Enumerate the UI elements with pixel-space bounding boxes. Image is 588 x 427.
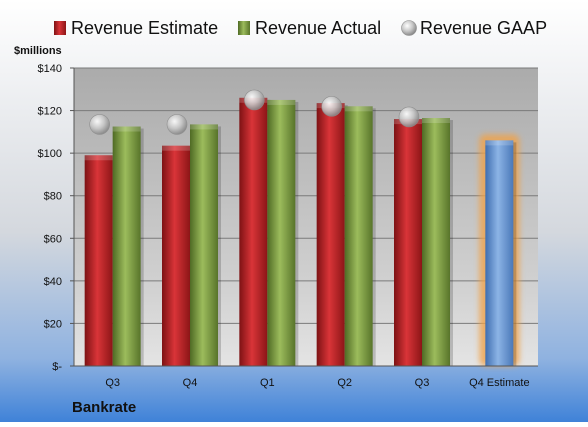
y-tick-label: $60 [44, 233, 62, 245]
y-axis: $- $20 $40 $60 $80 $100 $120 $140 [38, 63, 75, 373]
gaap-marker [89, 114, 110, 135]
legend-label: Revenue Actual [255, 18, 381, 38]
actual-bar-cap [422, 118, 450, 124]
y-tick-label: $20 [44, 318, 62, 330]
x-tick-label: Q4 [183, 377, 198, 389]
future-estimate-bar [485, 140, 514, 366]
x-tick-label: Q3 [105, 377, 120, 389]
estimate-bar-cap [162, 145, 190, 151]
x-tick-label: Q3 [415, 377, 430, 389]
actual-bar [267, 99, 296, 366]
gaap-markers [89, 89, 420, 135]
estimate-bar [84, 155, 113, 366]
bar-marks [84, 97, 520, 367]
x-axis: Q3 Q4 Q1 Q2 Q3 Q4 Estimate [74, 365, 538, 389]
legend-swatch [401, 20, 417, 36]
actual-bar-cap [267, 99, 296, 105]
gaap-marker [321, 96, 342, 117]
legend-label: Revenue GAAP [420, 18, 547, 38]
gaap-marker [244, 89, 265, 111]
estimate-bar [394, 119, 422, 366]
actual-bar-cap [112, 126, 141, 132]
future-estimate-bar-cap [485, 140, 514, 146]
actual-bar-cap [344, 106, 373, 112]
estimate-bar-cap [84, 155, 113, 161]
y-tick-label: $100 [38, 148, 62, 160]
y-tick-label: $140 [38, 63, 62, 75]
legend-swatch [54, 21, 66, 35]
legend-label: Revenue Estimate [71, 18, 218, 38]
chart-title: Bankrate [72, 399, 136, 416]
y-tick-label: $40 [44, 276, 62, 288]
estimate-bar [162, 145, 190, 366]
legend: Revenue Estimate Revenue Actual Revenue GA… [54, 18, 547, 38]
actual-bar-cap [190, 124, 218, 130]
gaap-marker [166, 114, 188, 135]
actual-bar [422, 118, 450, 367]
y-tick-label: $80 [44, 191, 62, 203]
gridlines [74, 67, 538, 367]
estimate-bar [316, 103, 345, 366]
actual-bar [112, 126, 141, 367]
y-axis-title: $millions [14, 45, 62, 57]
x-tick-label: Q1 [260, 377, 275, 389]
estimate-bar [239, 97, 268, 367]
x-tick-label: Q4 Estimate [469, 377, 530, 389]
plot-area [74, 68, 538, 366]
x-tick-label: Q2 [337, 377, 352, 389]
actual-bar [190, 124, 218, 367]
legend-swatch [238, 21, 250, 35]
actual-bar [344, 106, 373, 367]
y-tick-label: $- [52, 361, 62, 373]
y-tick-label: $120 [38, 106, 62, 118]
gaap-marker [398, 106, 420, 128]
